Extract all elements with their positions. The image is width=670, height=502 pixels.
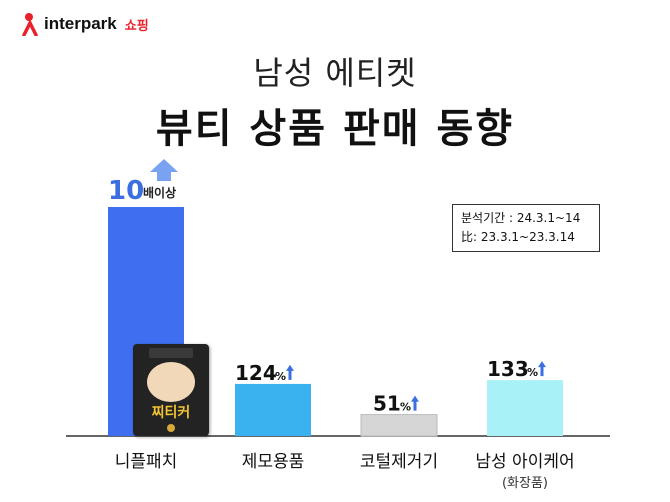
category-label-2: 제모용품 [242,452,305,472]
brand-name: interpark [44,14,117,33]
value-label-3: 51 [373,392,401,416]
package-dot [167,424,175,432]
category-label-3: 코털제거기 [360,452,438,472]
category-label-4: 남성 아이케어 [475,452,574,472]
value-label-4: 133 [487,357,529,381]
up-arrow-icon [150,159,178,181]
value-label-2: 124 [235,361,277,385]
person-icon [22,13,38,36]
package-cap [149,348,193,358]
value-unit-3: % [400,401,411,414]
product-label: 찌티커 [151,405,191,421]
page-title: 뷰티 상품 판매 동향 [155,106,515,152]
brand-sub: 쇼핑 [124,18,149,34]
bar-4 [487,380,563,436]
value-unit-1: 배이상 [143,185,176,200]
value-unit-4: % [527,366,538,379]
period-line-2: 比: 23.3.1~23.3.14 [461,230,575,244]
up-arrow-icon-3 [411,395,419,411]
up-arrow-icon-4 [538,361,546,377]
bar-2 [235,383,311,436]
character-face-image [147,362,195,402]
bar-3 [360,414,438,437]
value-label-1: 10 [108,176,144,206]
period-box: 분석기간 : 24.3.1~14 比: 23.3.1~23.3.14 [452,204,600,252]
brand-logo: interpark 쇼핑 [20,12,149,36]
category-sublabel-4: (화장품) [502,476,548,491]
page-subtitle: 남성 에티켓 [253,54,417,92]
category-label-1: 니플패치 [115,452,178,472]
up-arrow-icon-2 [286,364,294,380]
value-unit-2: % [275,370,286,383]
product-package-image: 찌티커 [133,344,209,436]
period-line-1: 분석기간 : 24.3.1~14 [461,211,581,225]
